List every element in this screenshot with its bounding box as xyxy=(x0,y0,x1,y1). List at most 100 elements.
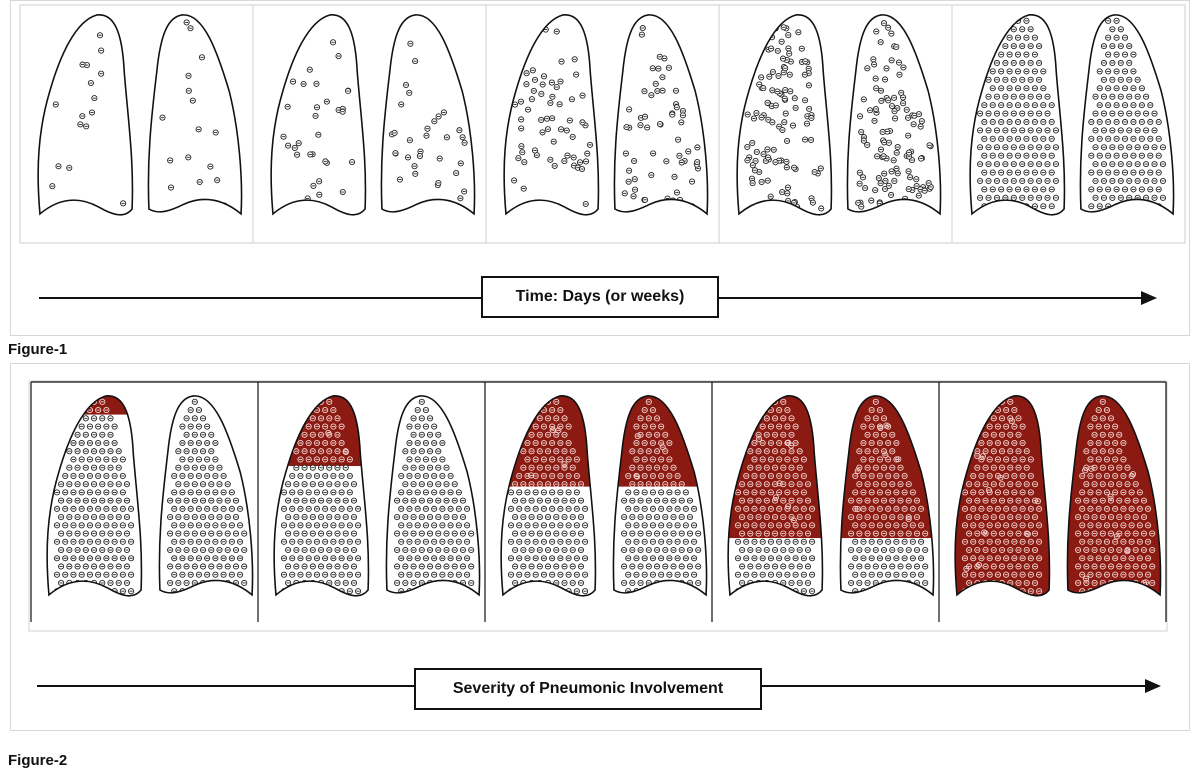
bacterium-particle xyxy=(1132,546,1139,554)
bacterium-particle xyxy=(507,571,515,578)
bacterium-particle xyxy=(691,538,698,545)
bacterium-particle xyxy=(779,126,786,134)
bacterium-particle xyxy=(860,489,867,496)
bacterium-particle xyxy=(686,514,694,521)
bacterium-particle xyxy=(783,164,790,171)
bacterium-particle xyxy=(1103,571,1110,578)
bacterium-particle xyxy=(453,170,460,177)
bacterium-particle xyxy=(909,555,916,562)
bacterium-particle xyxy=(888,191,895,199)
bacterium-particle xyxy=(402,481,409,488)
bacterium-particle xyxy=(901,522,908,529)
bacterium-particle xyxy=(776,505,783,512)
bacterium-particle xyxy=(990,530,997,537)
bacterium-particle xyxy=(694,159,701,166)
bacterium-particle xyxy=(317,514,325,521)
bacterium-particle xyxy=(1095,538,1102,545)
bacterium-particle xyxy=(293,546,300,554)
bacterium-particle xyxy=(549,538,556,545)
bacterium-particle xyxy=(86,489,93,496)
bacterium-particle xyxy=(977,194,984,201)
bacterium-particle xyxy=(674,571,681,578)
bacterium-particle xyxy=(970,571,977,578)
bacterium-particle xyxy=(966,497,973,504)
bacterium-particle xyxy=(978,571,985,578)
bacterium-particle xyxy=(544,464,552,471)
bacterium-particle xyxy=(649,423,656,430)
bacterium-particle xyxy=(1113,34,1120,41)
bacterium-particle xyxy=(99,431,106,438)
bacterium-particle xyxy=(179,423,186,430)
bacterium-particle xyxy=(313,456,320,463)
bacterium-particle xyxy=(666,538,673,545)
bacterium-particle xyxy=(326,464,333,471)
bacterium-particle xyxy=(994,456,1001,463)
bacterium-particle xyxy=(860,555,867,562)
bacterium-particle xyxy=(187,439,194,447)
bacterium-particle xyxy=(326,415,333,422)
bacterium-particle xyxy=(334,415,341,422)
bacterium-particle xyxy=(464,555,471,562)
bacterium-particle xyxy=(309,431,316,438)
bacterium-particle xyxy=(918,522,925,529)
bacterium-particle xyxy=(775,72,782,80)
bacterium-particle xyxy=(338,456,345,463)
bacterium-particle xyxy=(577,514,585,521)
bacterium-particle xyxy=(78,489,85,496)
bacterium-particle xyxy=(982,448,989,455)
bacterium-particle xyxy=(893,538,900,545)
bacterium-particle xyxy=(412,58,419,65)
bacterium-particle xyxy=(889,103,896,110)
bacterium-particle xyxy=(107,431,114,438)
bacterium-particle xyxy=(549,472,556,479)
bacterium-particle xyxy=(755,464,762,471)
bacterium-particle xyxy=(402,497,409,504)
bacterium-particle xyxy=(785,439,792,446)
bacterium-particle xyxy=(1103,505,1110,512)
bacterium-particle xyxy=(435,113,442,120)
bacterium-particle xyxy=(549,93,556,100)
bacterium-particle xyxy=(994,555,1001,562)
bacterium-particle xyxy=(648,92,655,99)
bacterium-particle xyxy=(1130,85,1137,92)
bacterium-particle xyxy=(402,464,409,471)
bacterium-particle xyxy=(751,472,758,479)
bacterium-particle xyxy=(553,514,560,521)
bacterium-particle xyxy=(179,489,186,496)
bacterium-particle xyxy=(978,555,985,562)
bacterium-particle xyxy=(1006,186,1013,193)
bacterium-particle xyxy=(115,481,122,488)
lung-outline xyxy=(385,395,481,597)
bacterium-particle xyxy=(74,448,81,455)
bacterium-particle xyxy=(540,73,548,80)
bacterium-particle xyxy=(868,456,875,463)
bacterium-particle xyxy=(1031,169,1038,176)
bacterium-particle xyxy=(1006,34,1013,41)
bacterium-particle xyxy=(1113,533,1120,540)
bacterium-particle xyxy=(285,563,292,570)
bacterium-particle xyxy=(885,555,892,562)
bacterium-particle xyxy=(515,155,522,162)
bacterium-particle xyxy=(563,127,570,134)
bacterium-particle xyxy=(986,423,993,430)
bacterium-particle xyxy=(406,571,413,578)
bacterium-particle xyxy=(1109,127,1116,134)
bacterium-particle xyxy=(982,563,989,570)
bacterium-particle xyxy=(1087,505,1094,512)
bacterium-particle xyxy=(901,555,908,562)
bacterium-particle xyxy=(1099,481,1106,488)
bacterium-particle xyxy=(212,555,219,562)
bacterium-particle xyxy=(183,497,190,504)
bacterium-particle xyxy=(673,189,680,196)
bacterium-particle xyxy=(755,563,762,570)
bacterium-particle xyxy=(985,194,992,201)
time-arrow-head xyxy=(1141,291,1157,305)
bacterium-particle xyxy=(1052,127,1059,134)
bacterium-particle xyxy=(685,148,692,155)
bacterium-particle xyxy=(1136,505,1143,512)
bacterium-particle xyxy=(662,464,669,471)
bacterium-particle xyxy=(759,538,766,545)
bacterium-particle xyxy=(406,456,413,463)
bacterium-particle xyxy=(985,76,992,83)
bacterium-particle xyxy=(1155,135,1162,142)
